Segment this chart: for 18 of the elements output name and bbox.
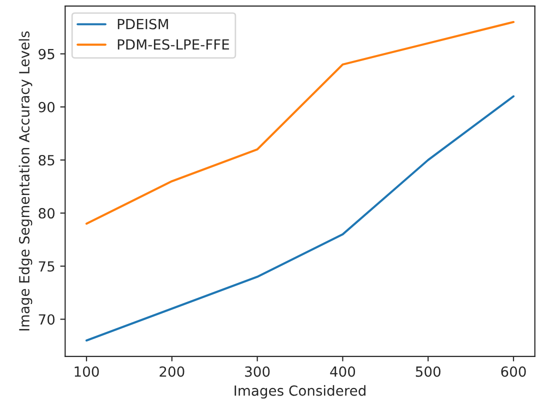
line-series — [85, 95, 515, 342]
y-axis-title: Image Edge Segmentation Accuracy Levels — [18, 31, 32, 330]
x-tick-label: 400 — [330, 366, 356, 377]
y-tick-label: 95 — [38, 48, 54, 60]
y-tick-label: 85 — [38, 154, 54, 166]
line-series — [85, 20, 515, 225]
y-tick-label: 90 — [38, 102, 55, 112]
x-tick-label: 500 — [416, 366, 440, 377]
y-tick-label: 75 — [38, 261, 54, 272]
x-tick-label: 200 — [160, 366, 184, 377]
x-tick-label: 300 — [245, 366, 270, 377]
x-axis-title: Images Considered — [234, 385, 366, 399]
x-tick-label: 600 — [501, 366, 526, 377]
y-tick-label: 70 — [38, 314, 55, 325]
x-tick-label: 100 — [74, 366, 99, 377]
y-tick-label: 80 — [38, 208, 55, 219]
legend-label: PDM-ES-LPE-FFE — [118, 39, 229, 50]
legend-label: PDEISM — [118, 18, 168, 30]
